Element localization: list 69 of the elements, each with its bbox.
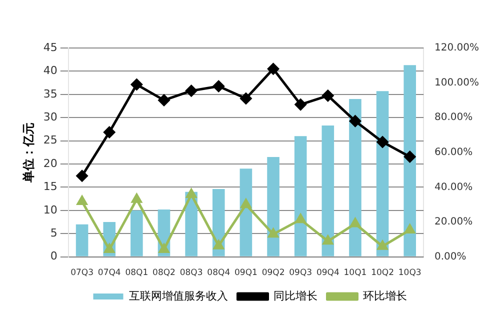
y-tick-label: 0 (50, 250, 58, 263)
point (322, 90, 334, 102)
y-tick-label: 45 (43, 40, 58, 54)
point (240, 198, 252, 208)
bar (76, 224, 88, 256)
point (322, 235, 334, 245)
point (104, 126, 116, 138)
legend-label: 环比增长 (362, 289, 407, 302)
x-tick-label: 07Q4 (98, 268, 121, 278)
bar (240, 168, 252, 256)
point (76, 196, 88, 205)
y-tick-label: 15 (43, 180, 58, 194)
y-axis-title: 单位：亿元 (21, 122, 36, 184)
legend-label: 互联网增值服务收入 (128, 289, 228, 302)
point (76, 170, 88, 182)
point (295, 214, 306, 224)
x-tick-label: 09Q1 (234, 268, 258, 278)
x-tick-label: 08Q1 (125, 268, 148, 278)
x-tick-label: 09Q4 (316, 268, 340, 278)
point (130, 78, 142, 90)
point (240, 92, 252, 104)
point (268, 228, 278, 238)
y2-tick-label: 0.00% (434, 251, 466, 262)
x-tick-label: 09Q2 (262, 268, 285, 278)
x-tick-label: 10Q1 (344, 268, 367, 278)
bar (130, 210, 143, 256)
y-tick-label: 20 (43, 156, 58, 170)
x-tick-label: 08Q3 (180, 268, 203, 278)
point (213, 240, 224, 250)
point (404, 224, 415, 234)
x-tick-label: 08Q4 (207, 268, 230, 278)
y-tick-label: 35 (43, 87, 58, 100)
y-tick-label: 30 (43, 110, 58, 124)
bar (404, 65, 416, 256)
point (349, 115, 361, 127)
point (404, 151, 416, 162)
point (158, 94, 170, 106)
y-tick-label: 25 (43, 134, 58, 147)
y2-tick-label: 60.00% (434, 146, 473, 158)
point (377, 240, 388, 250)
y-tick-label: 5 (50, 226, 58, 240)
x-tick-label: 09Q3 (289, 268, 312, 278)
y2-tick-label: 20.00% (434, 216, 473, 228)
x-tick-label: 10Q2 (371, 268, 394, 278)
x-tick-label: 07Q3 (70, 268, 94, 278)
bar (322, 125, 334, 256)
y2-tick-label: 120.00% (434, 42, 480, 54)
point (132, 194, 142, 203)
legend-label: 同比增长 (273, 289, 318, 302)
bar (267, 157, 280, 256)
x-tick-label: 08Q2 (152, 268, 176, 278)
y2-tick-label: 80.00% (434, 112, 473, 124)
bar (294, 136, 307, 256)
point (268, 63, 280, 75)
point (186, 188, 196, 198)
point (158, 244, 170, 253)
y-tick-label: 10 (43, 203, 58, 216)
x-tick-label: 10Q3 (398, 268, 422, 278)
point (104, 244, 115, 253)
point (212, 80, 224, 92)
y2-tick-label: 100.00% (434, 77, 480, 88)
bar (349, 99, 362, 256)
point (350, 218, 360, 228)
point (376, 136, 388, 148)
point (294, 98, 306, 110)
point (186, 85, 198, 97)
y-tick-label: 40 (43, 64, 58, 78)
bar (376, 91, 389, 256)
y2-tick-label: 40.00% (434, 182, 473, 193)
